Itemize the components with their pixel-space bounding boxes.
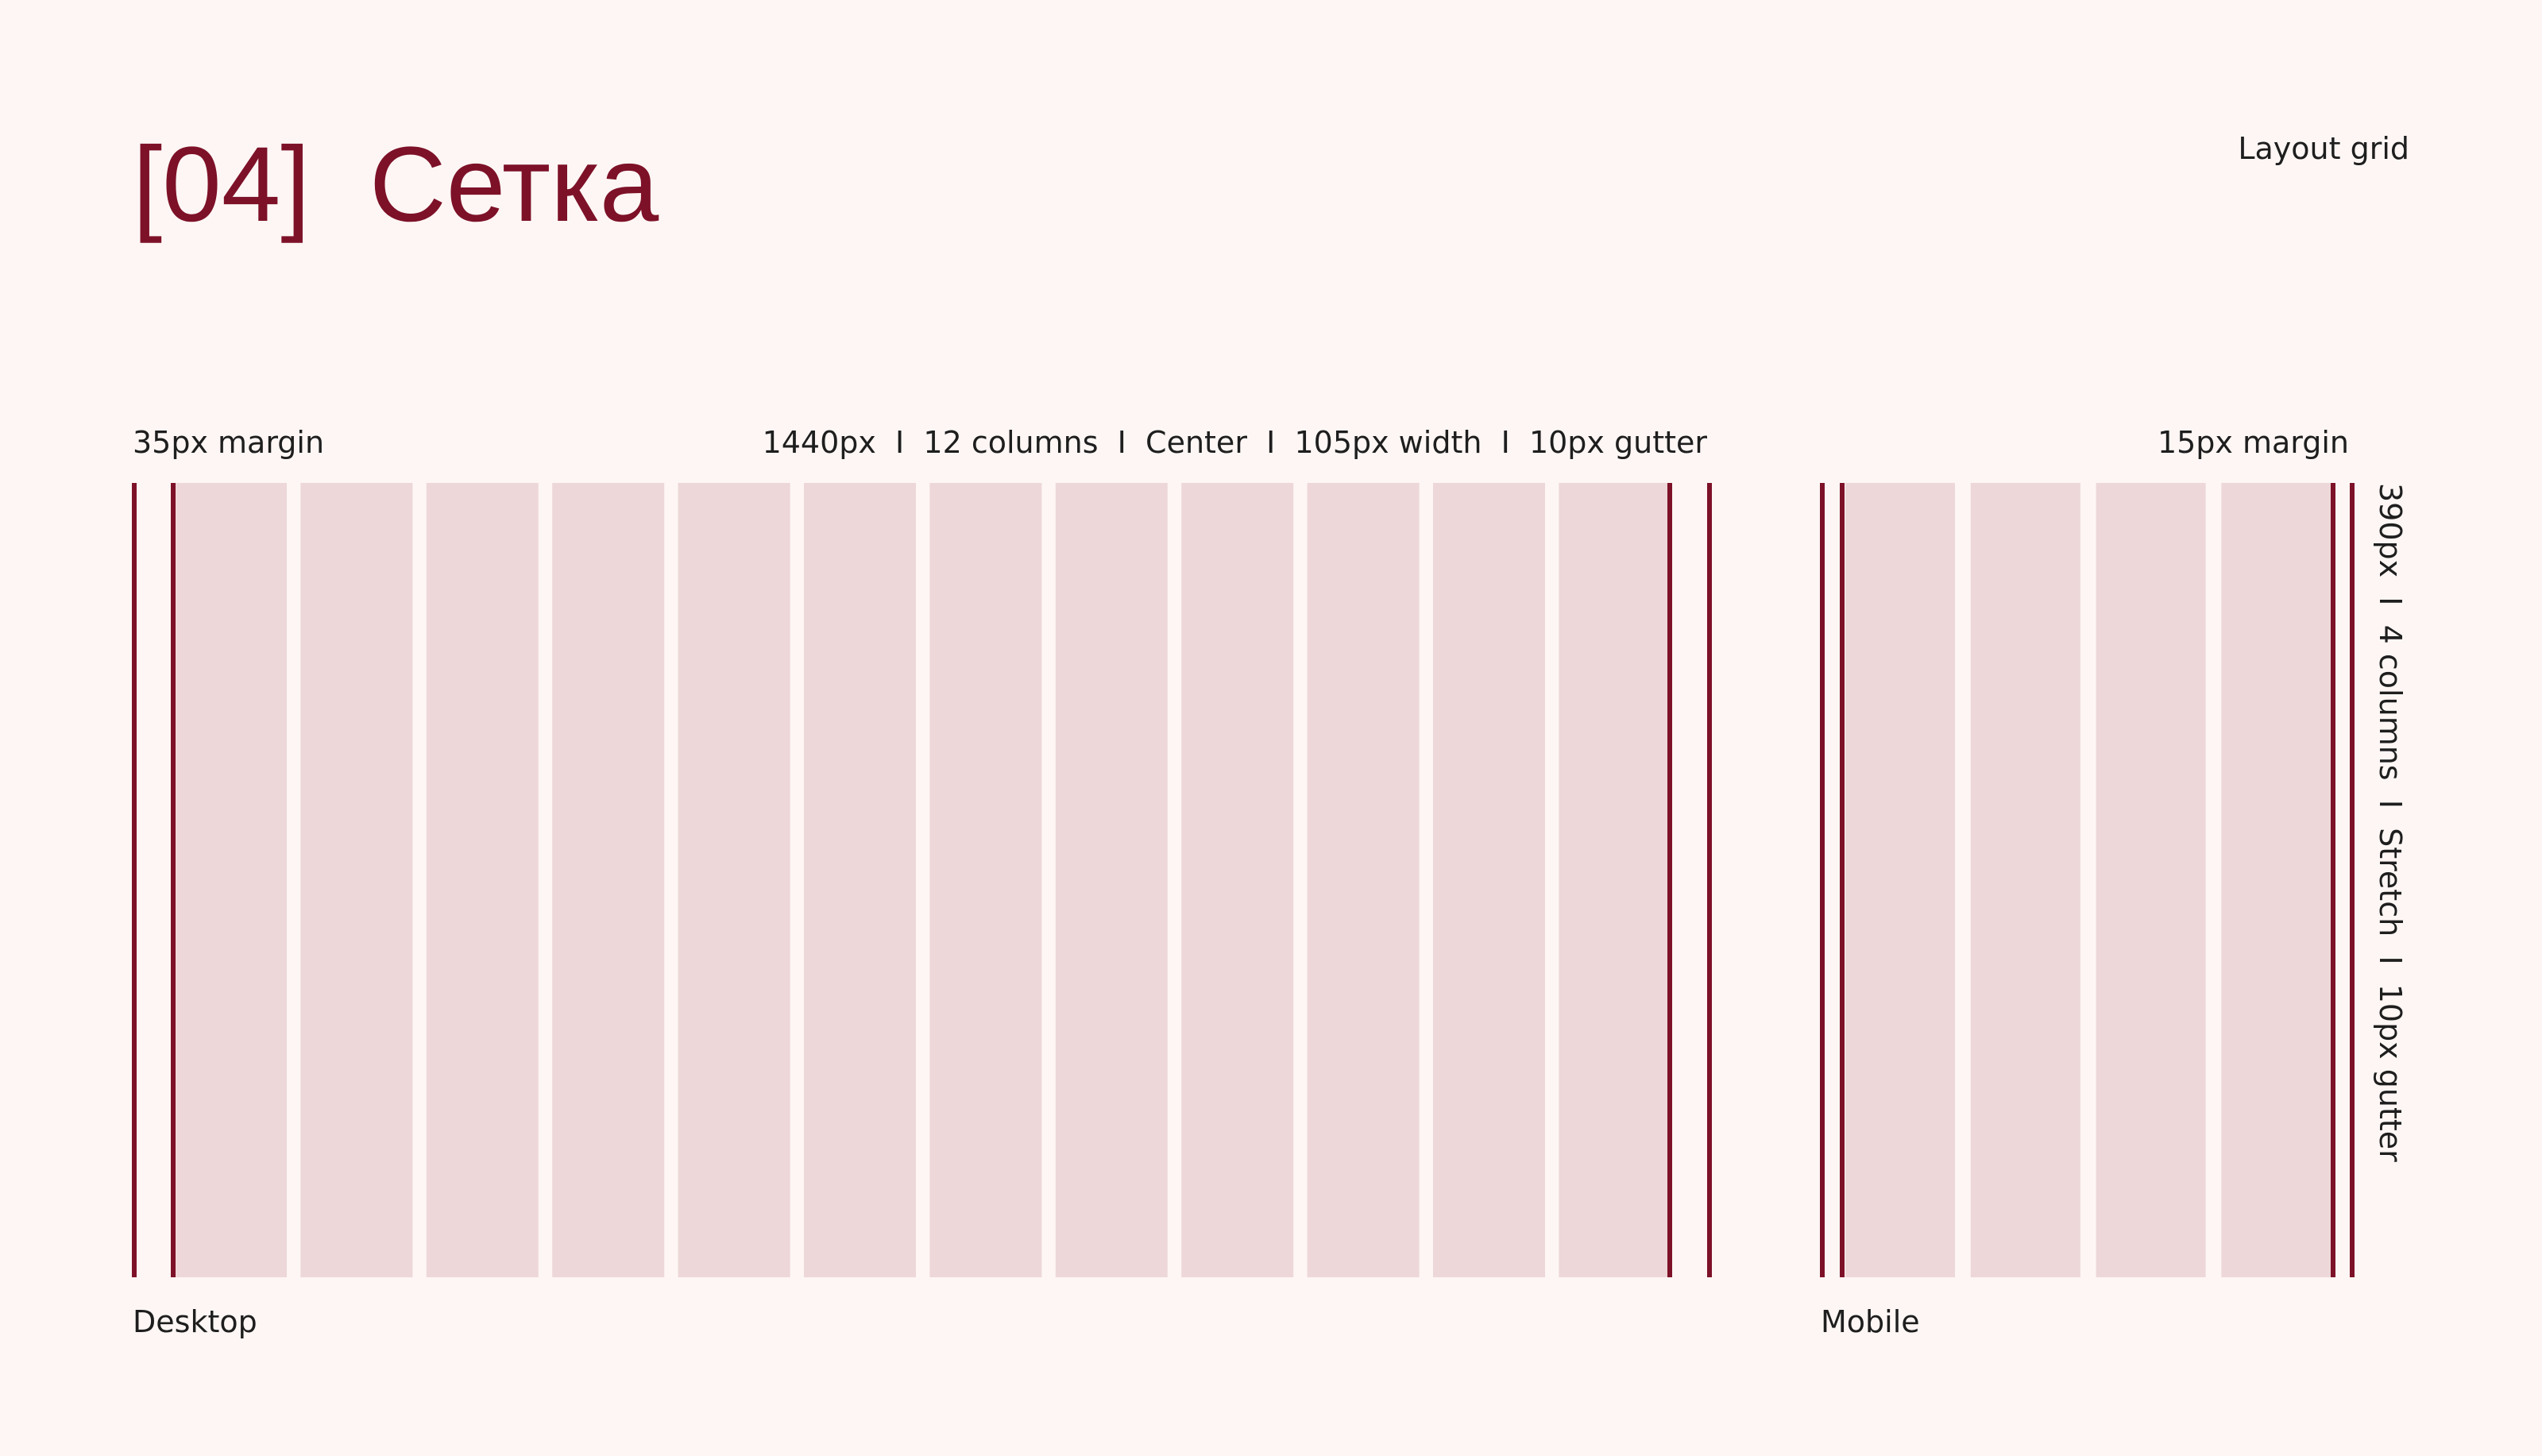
mobile-margin-line bbox=[2350, 483, 2355, 1277]
desktop-column bbox=[1181, 483, 1294, 1277]
desktop-column bbox=[175, 483, 287, 1277]
desktop-spec: 1440px I 12 columns I Center I 105px wid… bbox=[763, 425, 1708, 460]
desktop-column bbox=[1055, 483, 1168, 1277]
desktop-column bbox=[1433, 483, 1545, 1277]
desktop-column bbox=[1307, 483, 1420, 1277]
desktop-margin-line bbox=[1667, 483, 1672, 1277]
desktop-margin: 35px margin bbox=[133, 425, 324, 460]
section-label: Layout grid bbox=[2238, 131, 2409, 166]
mobile-margin-line bbox=[2331, 483, 2335, 1277]
desktop-column bbox=[552, 483, 665, 1277]
desktop-margin-line bbox=[171, 483, 176, 1277]
title: [04] Сетка bbox=[133, 126, 659, 244]
desktop-column bbox=[426, 483, 539, 1277]
mobile-label: Mobile bbox=[1821, 1304, 1920, 1339]
desktop-column bbox=[300, 483, 413, 1277]
mobile-column bbox=[1970, 483, 2080, 1277]
mobile-margin-line bbox=[1820, 483, 1825, 1277]
desktop-column bbox=[1559, 483, 1671, 1277]
mobile-column bbox=[1845, 483, 1955, 1277]
mobile-column bbox=[2221, 483, 2334, 1277]
desktop-label: Desktop bbox=[133, 1304, 257, 1339]
desktop-margin-line bbox=[1707, 483, 1712, 1277]
desktop-margin-line bbox=[132, 483, 137, 1277]
grids bbox=[132, 483, 2355, 1277]
mobile-column bbox=[2096, 483, 2206, 1277]
desktop-column bbox=[929, 483, 1042, 1277]
mobile-margin-line bbox=[1840, 483, 1845, 1277]
desktop-column bbox=[804, 483, 916, 1277]
mobile-margin: 15px margin bbox=[2158, 425, 2349, 460]
desktop-column bbox=[678, 483, 790, 1277]
mobile-spec: 390px I 4 columns I Stretch I 10px gutte… bbox=[2373, 483, 2408, 1162]
